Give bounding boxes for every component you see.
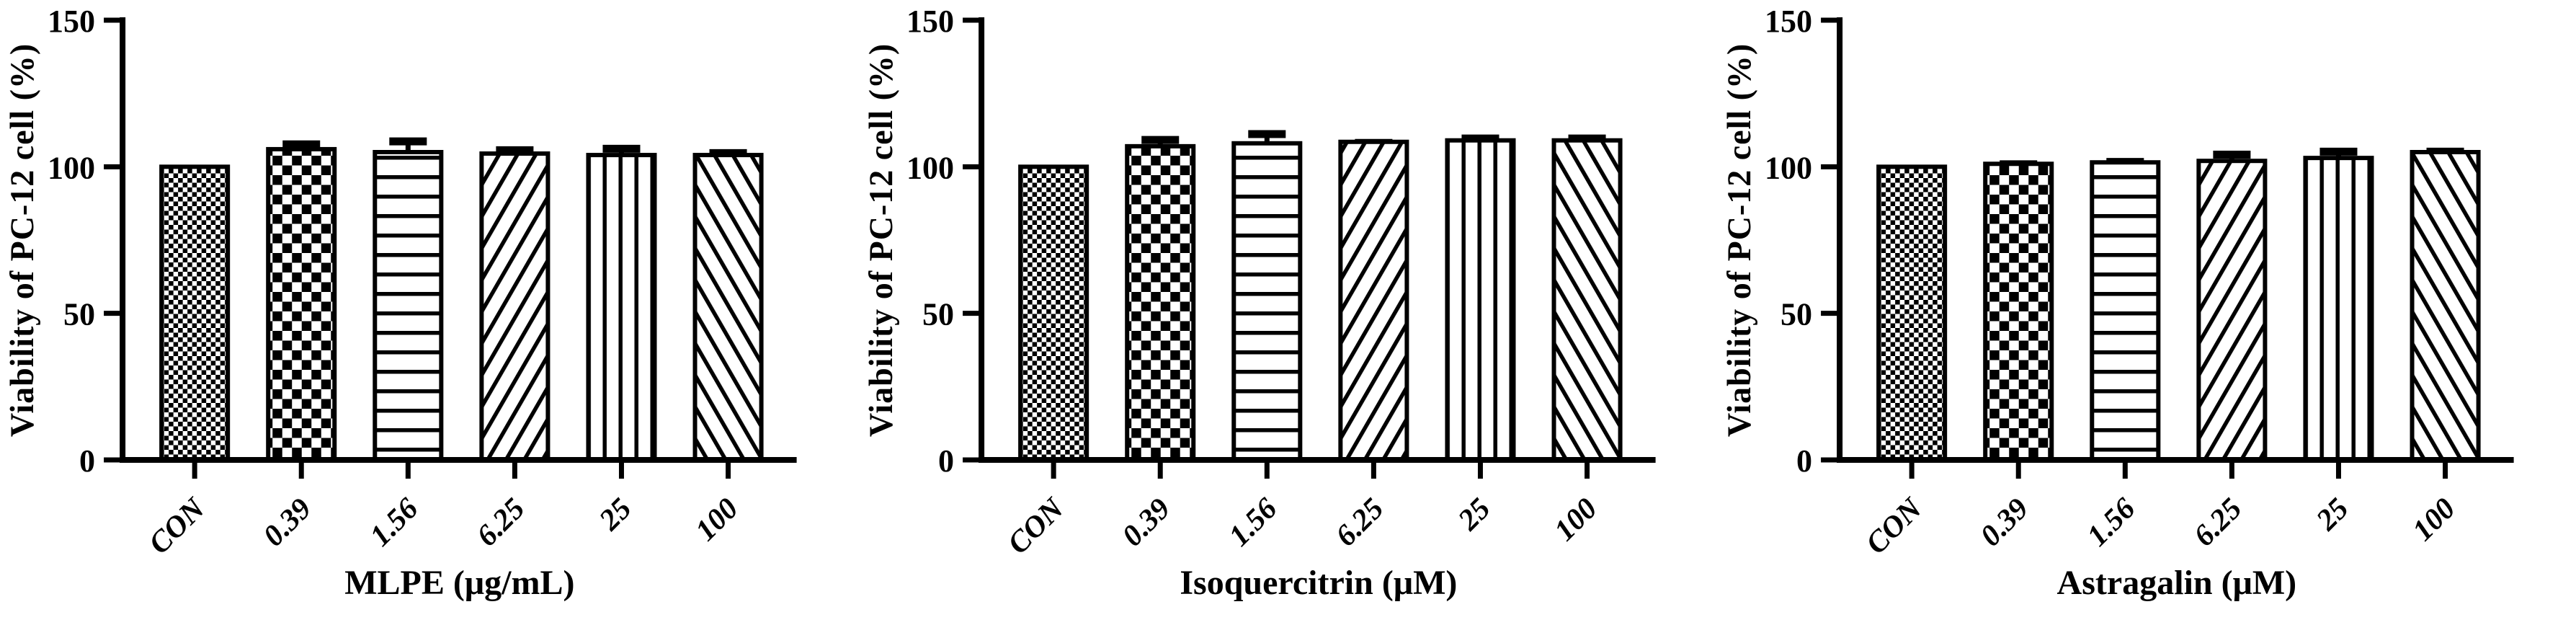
y-tick-label: 0 [1796,443,1812,479]
x-tick-label: 0.39 [1974,492,2036,553]
y-tick-label: 50 [922,297,954,332]
bar-CON [1876,164,1948,462]
bar-25 [1445,138,1516,462]
y-tick-label: 0 [938,443,954,479]
bar-0.39 [1983,161,2054,462]
bar-0.39 [266,146,337,463]
bar-25 [586,153,657,462]
bar-100 [692,153,764,462]
x-tick-label: 1.56 [1223,492,1284,553]
x-tick-label: 25 [1451,492,1497,538]
bar-100 [1551,138,1623,462]
x-tick-label: CON [143,491,212,560]
x-tick-label: 6.25 [1329,492,1391,553]
y-axis-title: Viability of PC-12 cell (%) [863,43,899,437]
y-axis-title: Viability of PC-12 cell (%) [1721,43,1757,437]
x-tick-label: 100 [2407,492,2462,548]
x-tick-label: 100 [690,492,745,548]
x-axis-title: Astragalin (μM) [2057,564,2297,602]
y-axis-title: Viability of PC-12 cell (%) [4,43,40,437]
bar-100 [2410,150,2481,462]
y-tick-label: 150 [1765,4,1812,39]
bar-1.56 [373,150,444,462]
bar-25 [2303,156,2374,462]
y-tick-label: 100 [48,150,95,185]
bar-6.25 [479,151,551,463]
bar-0.39 [1124,143,1195,462]
bar-1.56 [1231,141,1302,463]
y-tick-label: 100 [906,150,954,185]
x-axis-title: MLPE (μg/mL) [344,564,574,602]
x-tick-label: 100 [1548,492,1603,548]
x-tick-label: 1.56 [2081,492,2142,553]
x-tick-label: 25 [593,492,638,538]
y-tick-label: 50 [1781,297,1812,332]
bar-CON [1017,164,1089,462]
x-tick-label: 0.39 [257,492,318,553]
y-tick-label: 100 [1765,150,1812,185]
chart-panel-isoquercitrin: CON 0.39 1.56 6.25 25 100 0 50 100 150 Viability o… [859,0,1718,625]
y-tick-label: 50 [63,297,95,332]
x-tick-label: 1.56 [364,492,425,553]
x-tick-label: 6.25 [2188,492,2249,553]
y-tick-label: 0 [79,443,95,479]
x-tick-label: CON [1002,491,1071,560]
bar-1.56 [2090,160,2161,462]
x-tick-label: 6.25 [471,492,532,553]
bar-6.25 [1338,139,1409,462]
x-axis-title: Isoquercitrin (μM) [1180,564,1457,602]
y-tick-label: 150 [48,4,95,39]
x-tick-label: 25 [2310,492,2356,538]
bar-6.25 [2196,159,2268,462]
y-tick-label: 150 [906,4,954,39]
x-tick-label: CON [1860,491,1929,560]
chart-panel-astragalin: CON 0.39 1.56 6.25 25 100 0 50 100 150 Viability o… [1717,0,2576,625]
x-tick-label: 0.39 [1115,492,1177,553]
chart-panel-mlpe: CON 0.39 1.56 6.25 25 100 0 50 100 150 Viability o… [0,0,859,625]
bar-CON [159,164,231,462]
